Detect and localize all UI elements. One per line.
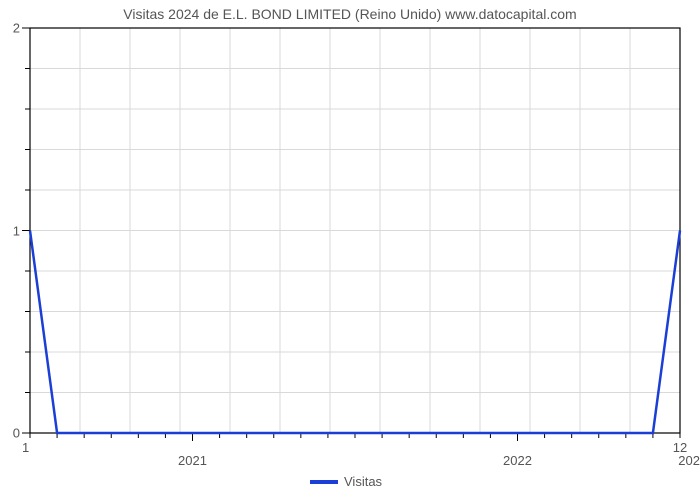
chart-container: Visitas 2024 de E.L. BOND LIMITED (Reino… (0, 0, 700, 500)
y-tick-label: 2 (6, 21, 20, 36)
y-tick-label: 0 (6, 426, 20, 441)
legend-label: Visitas (344, 474, 382, 489)
x-tick-year-label: 2022 (503, 453, 532, 468)
x-tick-last-minor-label: 12 (673, 440, 687, 455)
legend-swatch-icon (310, 480, 338, 484)
x-tick-year-label: 2021 (178, 453, 207, 468)
y-tick-label: 1 (6, 223, 20, 238)
series-line (30, 231, 680, 434)
legend: Visitas (310, 474, 382, 489)
plot-svg (0, 0, 700, 500)
